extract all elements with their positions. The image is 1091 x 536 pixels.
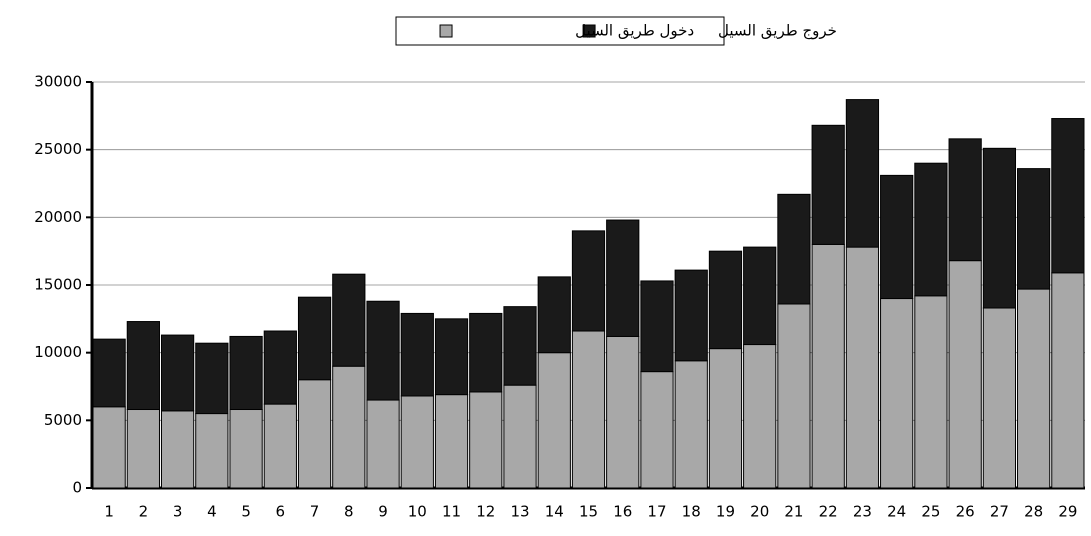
bar-segment: [674, 360, 708, 489]
x-tick-label: 3: [173, 503, 183, 521]
bar-segment: [845, 99, 880, 248]
bar-segment: [640, 371, 674, 489]
bar-segment: [640, 280, 674, 373]
bar-segment: [263, 403, 297, 489]
bar-segment: [982, 307, 1017, 489]
bar-segment: [229, 335, 263, 411]
bar-segment: [1051, 118, 1085, 274]
bar-segment: [1017, 288, 1051, 489]
x-tick-label: 19: [716, 503, 735, 521]
bar-segment: [92, 338, 126, 408]
bar-segment: [880, 174, 914, 300]
bar-segment: [229, 409, 263, 489]
bar-segment: [195, 413, 229, 489]
x-tick-label: 2: [139, 503, 149, 521]
x-tick-label: 26: [956, 503, 975, 521]
x-tick-label: 20: [750, 503, 769, 521]
bar-segment: [1017, 168, 1051, 290]
bar-segment: [606, 219, 640, 337]
bar-segment: [948, 138, 982, 262]
y-tick-label: 25000: [34, 140, 82, 158]
bar-segment: [571, 230, 606, 332]
bar-segment: [160, 410, 195, 489]
bar-segment: [948, 260, 982, 489]
x-tick-label: 14: [545, 503, 564, 521]
bar-segment: [126, 409, 160, 489]
bar-segment: [434, 394, 469, 489]
x-tick-label: 6: [276, 503, 286, 521]
bar-segment: [982, 147, 1017, 309]
bar-segment: [743, 246, 777, 346]
bar-segment: [469, 312, 503, 393]
x-tick-label: 21: [784, 503, 803, 521]
bar-segment: [297, 296, 332, 381]
x-tick-label: 25: [921, 503, 940, 521]
bar-segment: [503, 384, 537, 489]
bar-segment: [400, 312, 434, 397]
bar-segment: [743, 344, 777, 489]
x-tick-label: 7: [310, 503, 320, 521]
bar-segment: [434, 318, 469, 396]
bar-segment: [332, 273, 366, 367]
x-tick-label: 17: [647, 503, 666, 521]
x-tick-label: 8: [344, 503, 354, 521]
bar-segment: [366, 399, 400, 489]
legend-swatch: [439, 24, 453, 38]
bar-segment: [503, 306, 537, 386]
bar-segment: [811, 124, 845, 245]
y-tick-label: 0: [72, 479, 82, 497]
y-tick-label: 15000: [34, 276, 82, 294]
x-tick-label: 18: [682, 503, 701, 521]
bar-segment: [332, 365, 366, 489]
bar-segment: [160, 334, 195, 412]
y-tick-label: 10000: [34, 343, 82, 361]
x-tick-label: 22: [819, 503, 838, 521]
x-tick-label: 15: [579, 503, 598, 521]
x-tick-label: 28: [1024, 503, 1043, 521]
bar-segment: [914, 295, 948, 489]
y-tick-label: 30000: [34, 73, 82, 91]
x-tick-label: 9: [378, 503, 388, 521]
x-tick-label: 23: [853, 503, 872, 521]
x-tick-label: 29: [1058, 503, 1077, 521]
y-tick-label: 20000: [34, 208, 82, 226]
bar-segment: [880, 298, 914, 489]
bar-segment: [811, 243, 845, 489]
bar-segment: [469, 391, 503, 489]
bar-segment: [606, 335, 640, 489]
bar-segment: [366, 300, 400, 401]
bar-segment: [914, 162, 948, 297]
bar-segment: [537, 276, 571, 354]
bar-segment: [1051, 272, 1085, 489]
legend-swatch: [582, 24, 596, 38]
bar-segment: [708, 250, 743, 350]
x-tick-label: 10: [408, 503, 427, 521]
x-tick-label: 5: [241, 503, 251, 521]
bar-segment: [126, 321, 160, 411]
bar-segment: [708, 348, 743, 489]
bar-segment: [845, 246, 880, 489]
bar-segment: [777, 193, 811, 305]
legend-label: خروج طريق السيل: [718, 22, 837, 41]
bar-segment: [195, 342, 229, 415]
bar-segment: [571, 330, 606, 489]
x-tick-label: 27: [990, 503, 1009, 521]
bar-segment: [297, 379, 332, 489]
bar-segment: [537, 352, 571, 489]
x-tick-label: 11: [442, 503, 461, 521]
bar-segment: [263, 330, 297, 405]
bar-segment: [777, 303, 811, 489]
x-tick-label: 13: [510, 503, 529, 521]
bar-segment: [400, 395, 434, 489]
y-tick-label: 5000: [44, 411, 82, 429]
x-tick-label: 4: [207, 503, 217, 521]
bar-segment: [674, 269, 708, 362]
legend-label: دخول طريق السيل: [575, 22, 694, 40]
x-tick-label: 1: [104, 503, 114, 521]
x-tick-label: 24: [887, 503, 906, 521]
x-tick-label: 12: [476, 503, 495, 521]
x-tick-label: 16: [613, 503, 632, 521]
bar-segment: [92, 406, 126, 489]
